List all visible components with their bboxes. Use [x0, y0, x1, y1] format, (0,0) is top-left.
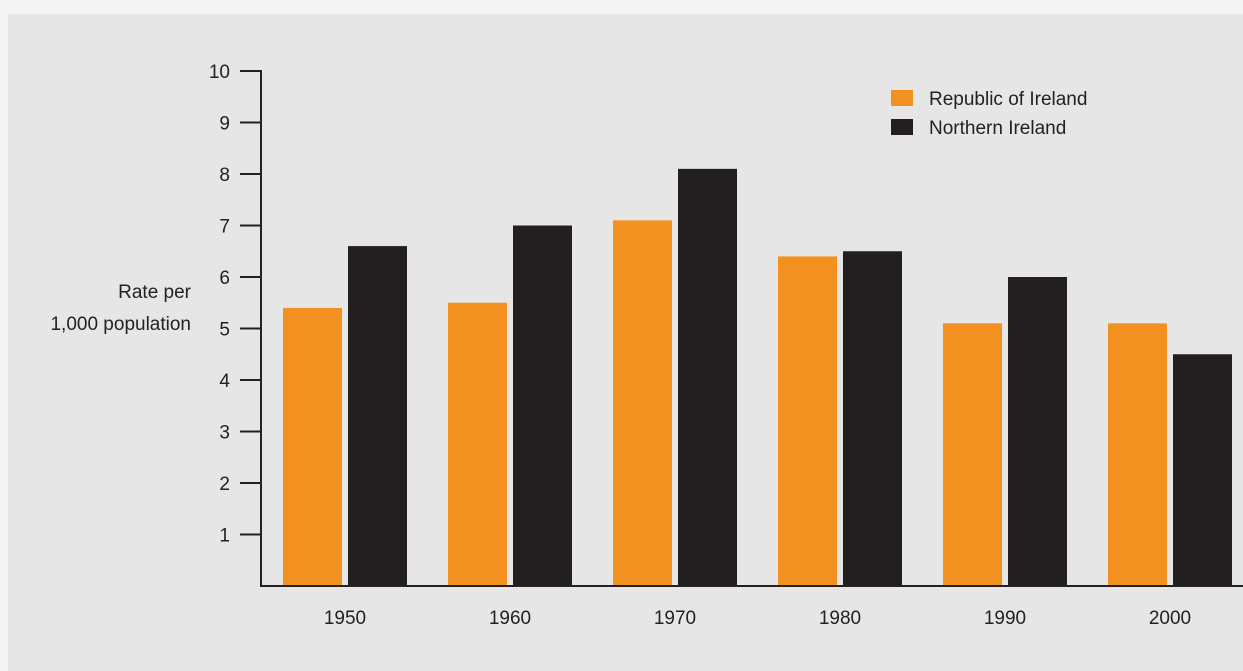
y-tick-label-2: 2 — [219, 474, 230, 495]
legend-label-northern-ireland: Northern Ireland — [929, 118, 1066, 139]
y-tick-label-6: 6 — [219, 268, 230, 289]
y-ticks: 1 2 3 4 5 6 7 8 9 10 — [209, 62, 261, 547]
y-tick-label-10: 10 — [209, 62, 230, 83]
legend-label-republic-of-ireland: Republic of Ireland — [929, 89, 1087, 110]
legend-swatch-republic-of-ireland — [891, 90, 913, 106]
x-tick-label-1970: 1970 — [654, 608, 696, 629]
x-tick-label-1980: 1980 — [819, 608, 861, 629]
bar-republic-of-ireland-1960 — [448, 302, 507, 586]
y-tick-label-3: 3 — [219, 423, 230, 444]
x-tick-label-1960: 1960 — [489, 608, 531, 629]
legend-swatch-northern-ireland — [891, 119, 913, 135]
bar-northern-ireland-1950 — [348, 246, 407, 586]
bar-northern-ireland-1960 — [513, 225, 572, 586]
x-ticks: 1950 1960 1970 1980 1990 2000 — [324, 608, 1191, 629]
y-tick-label-9: 9 — [219, 114, 230, 135]
chart-panel: 1 2 3 4 5 6 7 8 9 10 1950 1960 1970 1980 1990 2000 Rat… — [8, 14, 1243, 671]
bar-republic-of-ireland-1990 — [943, 323, 1002, 586]
bar-northern-ireland-1990 — [1008, 277, 1067, 586]
bar-northern-ireland-2000 — [1173, 354, 1232, 586]
bar-republic-of-ireland-2000 — [1108, 323, 1167, 586]
x-tick-label-2000: 2000 — [1149, 608, 1191, 629]
y-axis-label-line-1: Rate per — [118, 282, 192, 303]
bar-northern-ireland-1970 — [678, 168, 737, 586]
y-tick-label-4: 4 — [219, 371, 230, 392]
bar-northern-ireland-1980 — [843, 251, 902, 586]
y-tick-label-5: 5 — [219, 320, 230, 341]
axes — [260, 70, 1243, 587]
y-tick-label-1: 1 — [219, 526, 230, 547]
bar-republic-of-ireland-1970 — [613, 220, 672, 586]
bar-chart: 1 2 3 4 5 6 7 8 9 10 1950 1960 1970 1980 1990 2000 Rat… — [50, 62, 1243, 629]
y-axis-label: Rate per 1,000 population — [50, 282, 191, 335]
y-tick-label-7: 7 — [219, 217, 230, 238]
y-axis-label-line-2: 1,000 population — [50, 314, 191, 335]
x-tick-label-1990: 1990 — [984, 608, 1026, 629]
bar-republic-of-ireland-1950 — [283, 307, 342, 586]
y-tick-label-8: 8 — [219, 165, 230, 186]
bars-layer — [283, 168, 1232, 586]
legend: Republic of Ireland Northern Ireland — [891, 89, 1087, 139]
x-tick-label-1950: 1950 — [324, 608, 366, 629]
bar-republic-of-ireland-1980 — [778, 256, 837, 586]
